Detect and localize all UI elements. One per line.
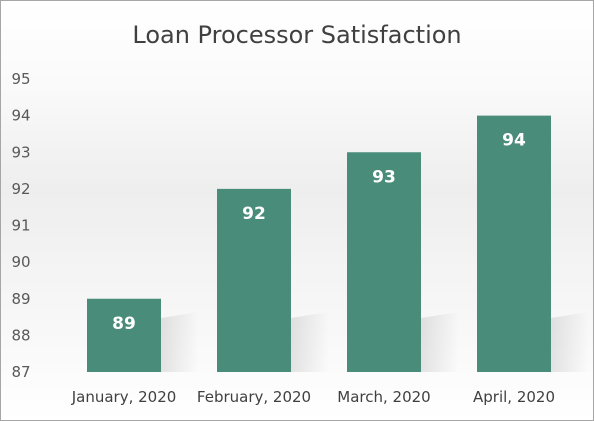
- data-label: 92: [242, 204, 266, 224]
- y-tick-label: 90: [11, 253, 30, 271]
- y-tick-label: 88: [11, 326, 30, 344]
- y-tick-label: 91: [11, 217, 30, 235]
- data-label: 89: [112, 314, 136, 334]
- x-category-label: March, 2020: [337, 388, 430, 406]
- y-tick-label: 92: [11, 180, 30, 198]
- chart-title: Loan Processor Satisfaction: [132, 21, 462, 49]
- y-tick-label: 93: [11, 143, 30, 161]
- bar-2: [217, 188, 291, 372]
- bar-1: [87, 298, 161, 372]
- bar-shadow: [421, 312, 459, 372]
- data-label: 94: [502, 131, 526, 151]
- bar-shadow: [551, 312, 589, 372]
- bar-4: [477, 115, 551, 372]
- bar-3: [347, 152, 421, 372]
- bar-shadow: [291, 312, 329, 372]
- y-tick-label: 94: [11, 107, 30, 125]
- data-label: 93: [372, 167, 396, 187]
- x-category-label: April, 2020: [473, 388, 555, 406]
- y-tick-label: 89: [11, 290, 30, 308]
- x-category-label: February, 2020: [197, 388, 311, 406]
- bar-shadow: [161, 312, 199, 372]
- y-tick-label: 95: [11, 70, 30, 88]
- y-tick-label: 87: [11, 363, 30, 381]
- x-category-label: January, 2020: [71, 388, 177, 406]
